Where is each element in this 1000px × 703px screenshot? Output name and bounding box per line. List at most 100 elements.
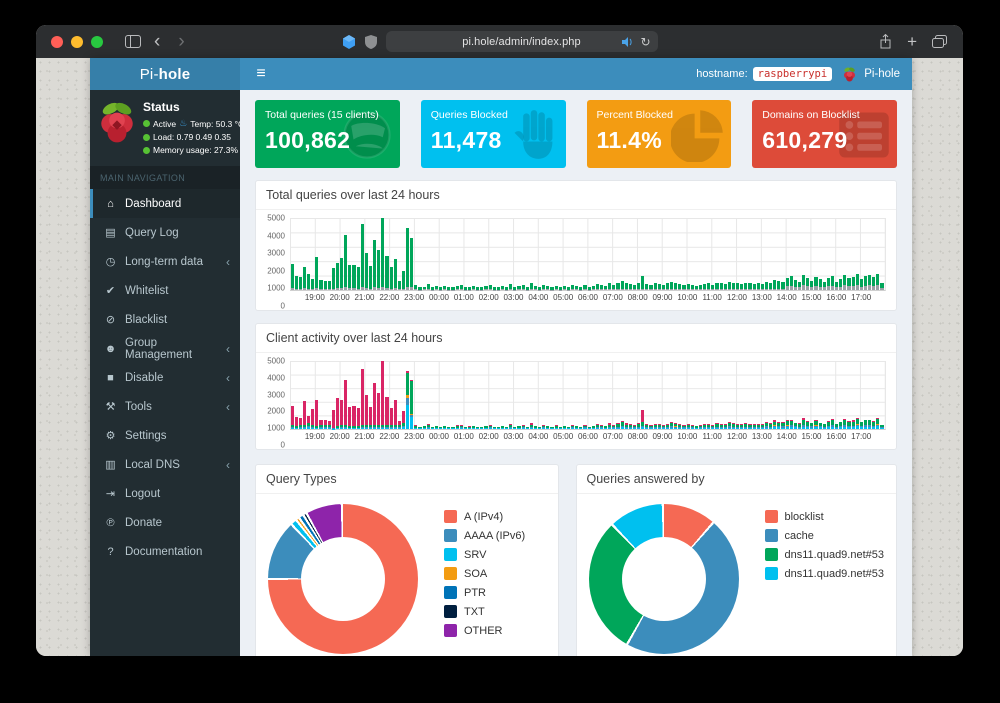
card-total-queries: Total queries (15 clients) 100,862: [255, 100, 400, 168]
chart-bar: [826, 218, 830, 290]
chart-bar: [773, 218, 777, 290]
query-types-donut[interactable]: [268, 504, 418, 654]
chart-bar: [542, 361, 546, 429]
chart-bar: [360, 218, 364, 290]
chart-bar: [818, 218, 822, 290]
x-axis-labels: 19:00 20:00 21:00 22:00 23:00 00:00 01:00 02:00…: [304, 432, 872, 441]
sidebar-item-donate[interactable]: ℗ Donate: [90, 508, 240, 537]
chart-bar: [793, 218, 797, 290]
sidebar-item-blacklist[interactable]: ⊘ Blacklist: [90, 305, 240, 334]
back-button[interactable]: ‹: [154, 31, 161, 52]
chart-bar: [641, 361, 645, 429]
tools-icon: ⚒: [105, 401, 116, 413]
client-activity-plot[interactable]: [290, 360, 886, 430]
forward-button[interactable]: ›: [178, 31, 185, 52]
legend-item[interactable]: SOA: [444, 567, 525, 580]
chart-bar: [327, 218, 331, 290]
sidebar-item-label: Local DNS: [125, 458, 180, 471]
reload-icon[interactable]: ↻: [640, 34, 651, 49]
sidebar-item-logout[interactable]: ⇥ Logout: [90, 479, 240, 508]
chart-bar: [715, 218, 719, 290]
mute-audio-icon[interactable]: [622, 36, 634, 47]
minimize-window-button[interactable]: [71, 35, 83, 48]
sidebar-item-local-dns[interactable]: ▥ Local DNS ‹: [90, 450, 240, 479]
chart-bar: [393, 361, 397, 429]
legend-swatch: [764, 548, 778, 561]
globe-icon: [340, 108, 394, 162]
sidebar-item-documentation[interactable]: ? Documentation: [90, 537, 240, 566]
chart-bar: [513, 361, 517, 429]
legend-item[interactable]: AAAA (IPv6): [444, 529, 525, 542]
sidebar-toggle-icon[interactable]: [125, 35, 141, 48]
chart-bar: [381, 218, 385, 290]
chart-bar: [459, 218, 463, 290]
legend-label: cache: [784, 529, 814, 542]
chart-bar: [727, 218, 731, 290]
chart-bar: [373, 218, 377, 290]
chart-bar: [649, 218, 653, 290]
legend-item[interactable]: TXT: [444, 605, 525, 618]
sidebar-item-settings[interactable]: ⚙ Settings: [90, 421, 240, 450]
chart-bar: [294, 361, 298, 429]
legend-item[interactable]: OTHER: [444, 624, 525, 637]
sidebar-item-group-management[interactable]: ☻ Group Management ‹: [90, 334, 240, 363]
chart-bar: [529, 361, 533, 429]
pihole-logo[interactable]: Pi-hole: [90, 58, 240, 90]
chart-bar: [352, 361, 356, 429]
shield-icon[interactable]: [364, 34, 377, 49]
chart-bar: [505, 218, 509, 290]
extension-icon[interactable]: [342, 34, 356, 49]
chart-bar: [385, 361, 389, 429]
chart-bar: [628, 361, 632, 429]
hamburger-menu-icon[interactable]: ≡: [256, 65, 266, 82]
legend-item[interactable]: PTR: [444, 586, 525, 599]
legend-item[interactable]: blocklist: [764, 510, 885, 523]
chart-bar: [744, 361, 748, 429]
sidebar-item-tools[interactable]: ⚒ Tools ‹: [90, 392, 240, 421]
chart-bar: [418, 361, 422, 429]
legend-swatch: [444, 529, 457, 542]
chart-bar: [802, 361, 806, 429]
url-bar[interactable]: pi.hole/admin/index.php ↻: [385, 31, 658, 52]
chart-bar: [422, 361, 426, 429]
legend-swatch: [764, 510, 778, 523]
chart-title-total-queries: Total queries over last 24 hours: [256, 181, 896, 210]
legend-label: SRV: [464, 548, 487, 561]
legend-item[interactable]: A (IPv4): [444, 510, 525, 523]
chart-bar: [769, 218, 773, 290]
sidebar-item-whitelist[interactable]: ✔ Whitelist: [90, 276, 240, 305]
url-text: pi.hole/admin/index.php: [462, 35, 581, 48]
legend-item[interactable]: dns11.quad9.net#53: [764, 567, 884, 580]
total-queries-plot[interactable]: [290, 218, 886, 291]
legend-label: dns11.quad9.net#53: [784, 548, 885, 561]
tab-overview-icon[interactable]: [932, 35, 947, 48]
chart-bar: [661, 218, 665, 290]
paypal-icon: ℗: [106, 516, 115, 529]
chart-bar: [500, 218, 504, 290]
chart-bar: [414, 218, 418, 290]
legend-item[interactable]: cache: [764, 529, 885, 542]
share-icon[interactable]: [879, 34, 892, 49]
chart-bar: [756, 361, 760, 429]
nav-section-label: MAIN NAVIGATION: [90, 166, 240, 189]
chart-bar: [521, 218, 525, 290]
zoom-window-button[interactable]: [91, 35, 103, 48]
chart-bar: [566, 361, 570, 429]
chart-bar: [653, 218, 657, 290]
chart-bar: [719, 218, 723, 290]
sidebar-item-disable[interactable]: ■ Disable ‹: [90, 363, 240, 392]
chart-bar: [451, 218, 455, 290]
chart-bar: [752, 361, 756, 429]
sidebar-item-query-log[interactable]: ▤ Query Log: [90, 218, 240, 247]
sidebar-item-dashboard[interactable]: ⌂ Dashboard: [90, 189, 240, 218]
legend-item[interactable]: SRV: [444, 548, 525, 561]
chart-bar: [311, 218, 315, 290]
new-tab-icon[interactable]: +: [907, 32, 917, 51]
queries-answered-by-donut[interactable]: [588, 504, 739, 654]
legend-swatch: [444, 605, 457, 618]
legend-item[interactable]: dns11.quad9.net#53: [764, 548, 885, 561]
close-window-button[interactable]: [51, 35, 63, 48]
chart-bar: [562, 218, 566, 290]
chart-bar: [517, 218, 521, 290]
sidebar-item-long-term-data[interactable]: ◷ Long-term data ‹: [90, 247, 240, 276]
